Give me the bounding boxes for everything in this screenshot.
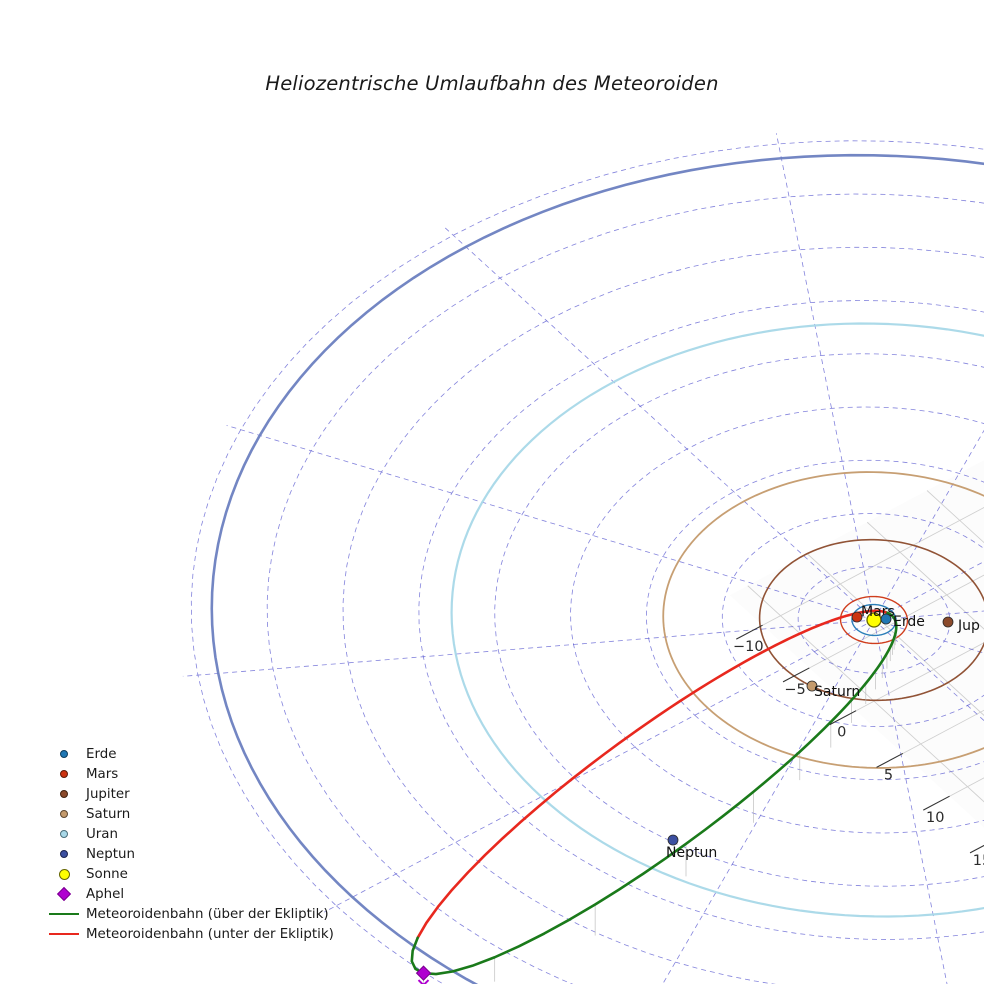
legend-line-below-ecliptic [46,933,82,935]
legend-marker-jupiter [46,790,82,798]
legend-label-8: Meteoroidenbahn (über der Ekliptik) [86,906,329,922]
legend-item-2[interactable]: Jupiter [46,784,356,804]
legend-marker-aphel [46,886,82,902]
axes-panes [729,460,984,828]
legend-item-0[interactable]: Erde [46,744,356,764]
legend: Erde Mars Jupiter Saturn Uran Neptun Sonne Aphe… [46,744,356,944]
legend-line-above-ecliptic [46,913,82,915]
legend-marker-uran-glyph [60,830,68,838]
legend-marker-neptun-glyph [60,850,68,858]
legend-label-5: Neptun [86,846,135,862]
legend-marker-saturn-glyph [60,810,68,818]
legend-marker-jupiter-glyph [60,790,68,798]
body-label-jupiter: Jup [957,618,980,634]
legend-label-4: Uran [86,826,118,842]
legend-line-below-ecliptic-glyph [49,933,79,935]
legend-item-3[interactable]: Saturn [46,804,356,824]
legend-label-9: Meteoroidenbahn (unter der Ekliptik) [86,926,334,942]
planet-orbits [210,153,984,984]
legend-marker-mars-glyph [60,770,68,778]
body-label-neptun: Neptun [666,845,717,861]
body-label-saturn: Saturn [814,684,860,700]
legend-marker-uran [46,830,82,838]
legend-item-6[interactable]: Sonne [46,864,356,884]
axis-ticks: −50510152025−40−35−30−25−20−15−10−10−505… [733,624,984,869]
ecliptic-polar-grid [182,133,984,984]
legend-label-2: Jupiter [86,786,130,802]
legend-marker-mars [46,770,82,778]
legend-marker-neptun [46,850,82,858]
legend-label-6: Sonne [86,866,128,882]
legend-item-5[interactable]: Neptun [46,844,356,864]
legend-item-1[interactable]: Mars [46,764,356,784]
legend-marker-sonne-glyph [58,868,70,880]
y-tick-1: −5 [784,682,805,698]
y-tick-2: 0 [837,725,846,741]
legend-item-9[interactable]: Meteoroidenbahn (unter der Ekliptik) [46,924,356,944]
y-tick-5: 15 [973,853,984,869]
legend-marker-saturn [46,810,82,818]
legend-item-4[interactable]: Uran [46,824,356,844]
legend-marker-erde-glyph [60,750,68,758]
legend-label-7: Aphel [86,886,125,902]
body-label-erde: Erde [893,614,925,630]
legend-marker-aphel-glyph [56,886,72,902]
y-tick-3: 5 [884,767,893,783]
y-tick-4: 10 [926,810,944,826]
legend-line-above-ecliptic-glyph [49,913,79,915]
legend-marker-erde [46,750,82,758]
legend-item-7[interactable]: Aphel [46,884,356,904]
legend-item-8[interactable]: Meteoroidenbahn (über der Ekliptik) [46,904,356,924]
legend-label-0: Erde [86,746,117,762]
page-title: Heliozentrische Umlaufbahn des Meteoroid… [265,72,719,95]
legend-label-3: Saturn [86,806,131,822]
legend-marker-sonne [46,868,82,880]
y-tick-0: −10 [733,639,764,655]
legend-label-1: Mars [86,766,119,782]
aphelion-marker[interactable] [415,965,432,984]
